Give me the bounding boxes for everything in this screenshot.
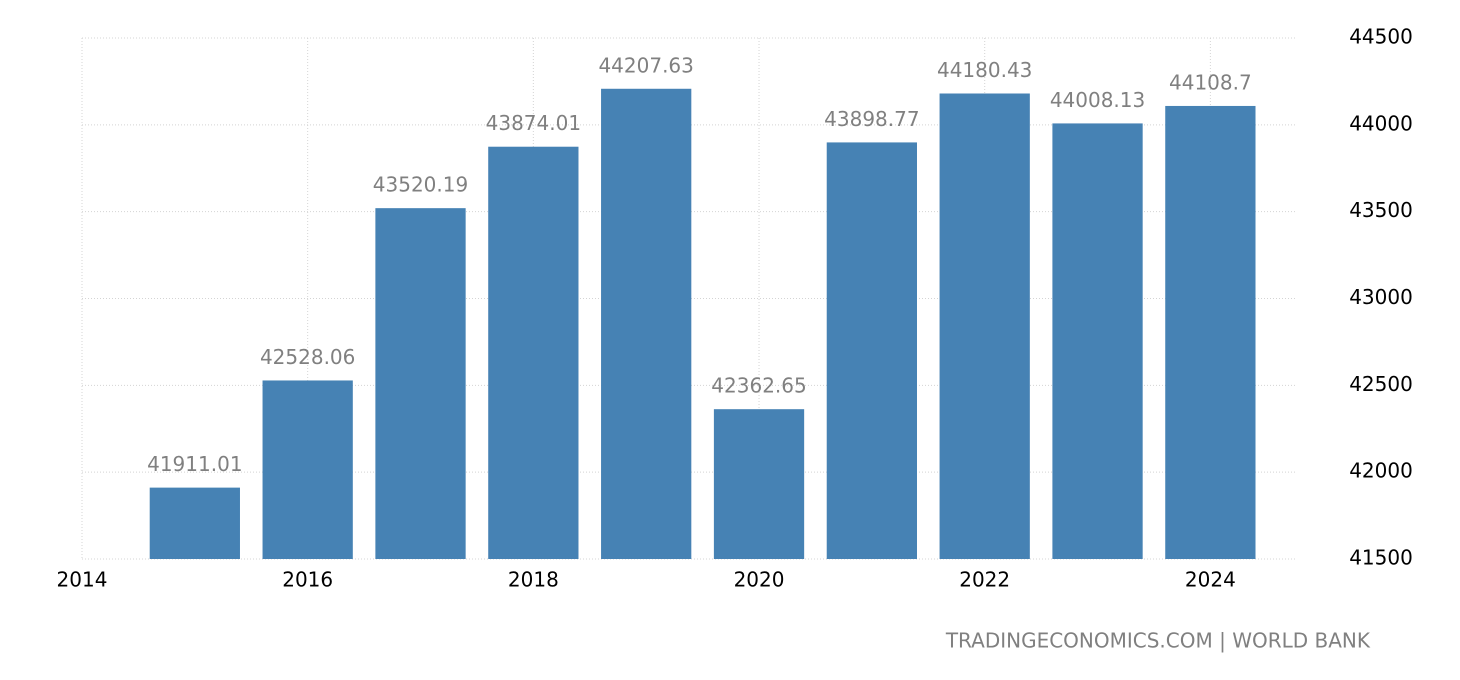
bar: [488, 146, 579, 559]
value-label: 43874.01: [486, 111, 581, 135]
x-tick-label: 2024: [1185, 568, 1236, 592]
value-label: 43898.77: [824, 107, 919, 131]
bar: [713, 409, 805, 559]
y-tick-label: 43000: [1349, 285, 1413, 309]
bar: [262, 380, 353, 559]
y-tick-label: 43500: [1349, 198, 1413, 222]
value-label: 44108.7: [1169, 70, 1252, 94]
x-tick-label: 2018: [508, 568, 559, 592]
bar: [1052, 123, 1143, 560]
value-label: 43520.19: [373, 173, 468, 197]
value-label: 42528.06: [260, 345, 355, 369]
y-tick-label: 41500: [1349, 546, 1413, 570]
y-tick-label: 44000: [1349, 111, 1413, 135]
bar: [601, 88, 692, 559]
bar: [826, 142, 917, 559]
bar: [375, 208, 466, 559]
bar: [1165, 105, 1256, 560]
y-tick-label: 44500: [1349, 25, 1413, 49]
y-tick-label: 42000: [1349, 459, 1413, 483]
value-label: 42362.65: [711, 374, 806, 398]
value-label: 44207.63: [598, 53, 693, 77]
value-label: 44180.43: [937, 58, 1032, 82]
x-tick-label: 2022: [959, 568, 1010, 592]
source: TRADINGECONOMICS.COM | WORLD BANK: [945, 629, 1371, 653]
value-label: 41911.01: [147, 452, 242, 476]
x-tick-label: 2014: [57, 568, 108, 592]
bar: [939, 93, 1030, 559]
y-tick-label: 42500: [1349, 372, 1413, 396]
value-label: 44008.13: [1050, 88, 1145, 112]
x-tick-label: 2016: [282, 568, 333, 592]
bar: [149, 487, 240, 559]
x-tick-label: 2020: [734, 568, 785, 592]
